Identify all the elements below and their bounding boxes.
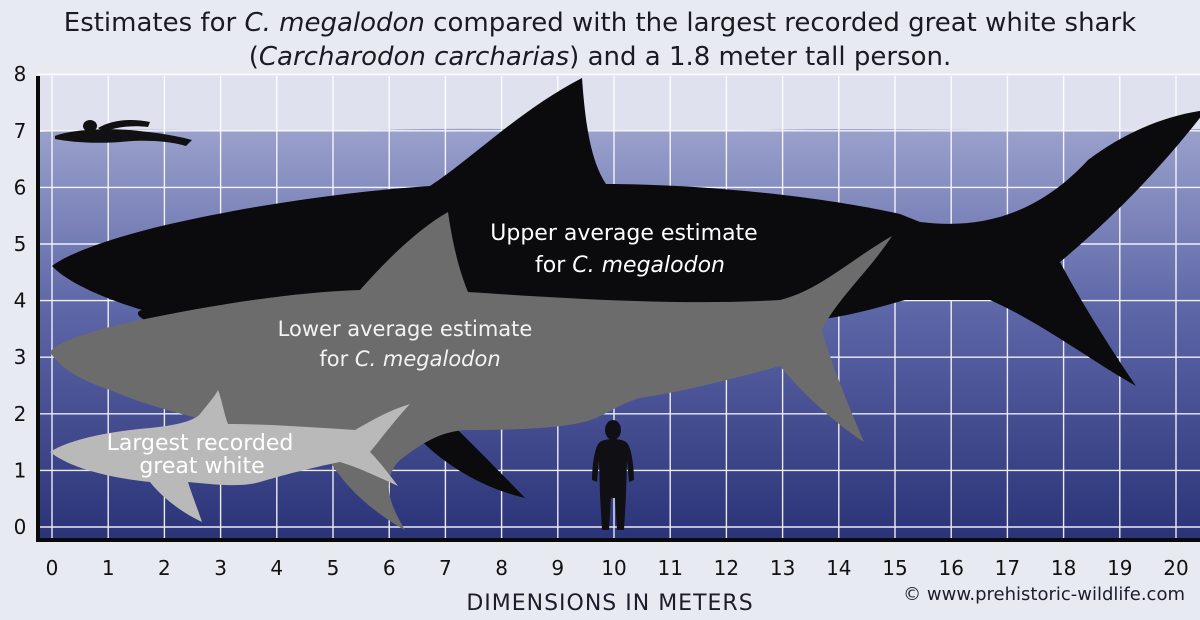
y-tick-label: 5	[14, 232, 27, 256]
x-tick-label: 11	[657, 556, 682, 580]
swimmer-silhouette	[55, 120, 192, 146]
x-axis-title: DIMENSIONS IN METERS	[466, 591, 753, 616]
x-tick-label: 7	[439, 556, 452, 580]
y-tick-label: 3	[14, 345, 27, 369]
credit-text: © www.prehistoric-wildlife.com	[903, 584, 1185, 605]
y-tick-label: 8	[14, 62, 27, 86]
title-line-2: (Carcharodon carcharias) and a 1.8 meter…	[248, 42, 952, 72]
y-tick-label: 2	[14, 402, 27, 426]
x-tick-label: 13	[770, 556, 795, 580]
y-tick-label: 1	[14, 458, 27, 482]
x-tick-label: 15	[882, 556, 907, 580]
x-tick-label: 9	[551, 556, 564, 580]
x-tick-label: 6	[383, 556, 396, 580]
x-tick-label: 17	[995, 556, 1020, 580]
title-line-1: Estimates for C. megalodon compared with…	[63, 8, 1137, 38]
x-tick-label: 5	[327, 556, 340, 580]
lower-estimate-label-line1: Lower average estimate	[278, 317, 533, 341]
upper-estimate-label-line1: Upper average estimate	[490, 221, 757, 246]
y-tick-label: 6	[14, 175, 27, 199]
x-tick-label: 8	[495, 556, 508, 580]
y-tick-label: 0	[14, 515, 27, 539]
great-white-label-line1: Largest recorded	[107, 431, 294, 456]
x-tick-label: 4	[270, 556, 283, 580]
x-tick-label: 14	[826, 556, 851, 580]
x-tick-label: 1	[102, 556, 115, 580]
x-tick-label: 12	[714, 556, 739, 580]
x-tick-labels: 0 1 2 3 4 5 6 7 8 9 10 11 12 13 14 15 16 17 18 19 20	[46, 556, 1189, 580]
x-tick-label: 10	[601, 556, 626, 580]
x-tick-label: 2	[158, 556, 171, 580]
y-tick-labels: 0 1 2 3 4 5 6 7 8	[14, 62, 27, 539]
x-tick-label: 3	[214, 556, 227, 580]
x-tick-label: 20	[1163, 556, 1188, 580]
x-tick-label: 18	[1051, 556, 1076, 580]
great-white-label-line2: great white	[139, 454, 264, 479]
x-tick-label: 0	[46, 556, 59, 580]
x-tick-label: 19	[1107, 556, 1132, 580]
x-tick-label: 16	[938, 556, 963, 580]
sky-area	[38, 76, 1200, 132]
y-tick-label: 4	[14, 289, 27, 313]
upper-megalodon-silhouette	[52, 78, 1200, 498]
person-silhouette	[592, 420, 634, 530]
y-tick-label: 7	[14, 119, 27, 143]
upper-estimate-label-line2: for C. megalodon	[535, 253, 725, 278]
lower-estimate-label-line2: for C. megalodon	[319, 347, 500, 371]
lower-megalodon-silhouette	[50, 212, 892, 530]
great-white-silhouette	[50, 390, 410, 522]
